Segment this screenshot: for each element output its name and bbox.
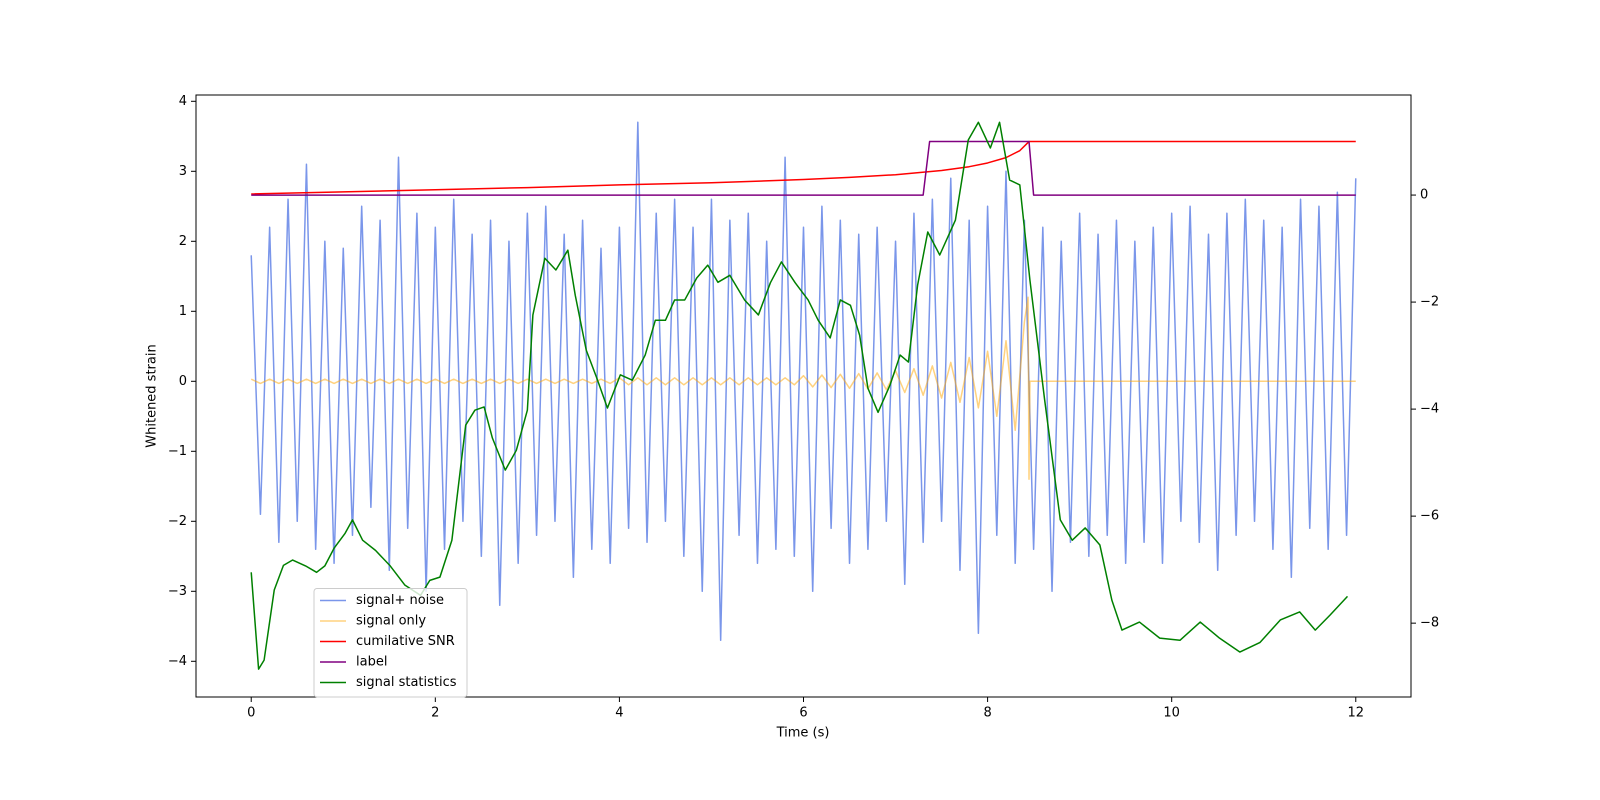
legend-box <box>313 588 468 698</box>
y-tick-label: 2 <box>179 234 187 249</box>
legend: signal+ noise signal only cumilative SNR la… <box>313 588 468 698</box>
line-series <box>250 296 1356 481</box>
x-tick-label: 10 <box>1163 706 1180 721</box>
y-tick-label: −1 <box>168 444 187 459</box>
legend-label: signal statistics <box>356 675 457 690</box>
legend-label: signal+ noise <box>356 593 444 608</box>
y-tick-label: −2 <box>168 514 187 529</box>
y2-tick-label: −4 <box>1420 402 1439 417</box>
y-tick-label: −4 <box>168 654 187 669</box>
legend-label: label <box>356 655 387 670</box>
x-tick-label: 4 <box>615 706 623 721</box>
x-tick-label: 6 <box>799 706 807 721</box>
x-tick-label: 2 <box>431 706 439 721</box>
y2-tick-label: −2 <box>1420 295 1439 310</box>
y2-tick-label: 0 <box>1420 188 1428 203</box>
y2-tick-label: −8 <box>1420 616 1439 631</box>
x-tick-label: 8 <box>983 706 991 721</box>
legend-label: cumilative SNR <box>356 634 455 649</box>
line-series <box>250 121 1357 642</box>
line-series <box>250 121 1349 670</box>
y-tick-label: 4 <box>179 94 187 109</box>
y-tick-label: 1 <box>179 304 187 319</box>
line-series <box>251 140 1356 195</box>
y2-tick-label: −6 <box>1420 509 1439 524</box>
y-axis-label: Whitened strain <box>145 344 160 447</box>
line-series <box>251 140 1356 196</box>
y-tick-label: 0 <box>179 374 187 389</box>
y-tick-label: −3 <box>168 584 187 599</box>
x-tick-label: 0 <box>247 706 255 721</box>
legend-label: signal only <box>356 614 426 629</box>
y-tick-label: 3 <box>179 164 187 179</box>
x-axis-label: Time (s) <box>776 726 830 741</box>
x-tick-label: 12 <box>1347 706 1364 721</box>
